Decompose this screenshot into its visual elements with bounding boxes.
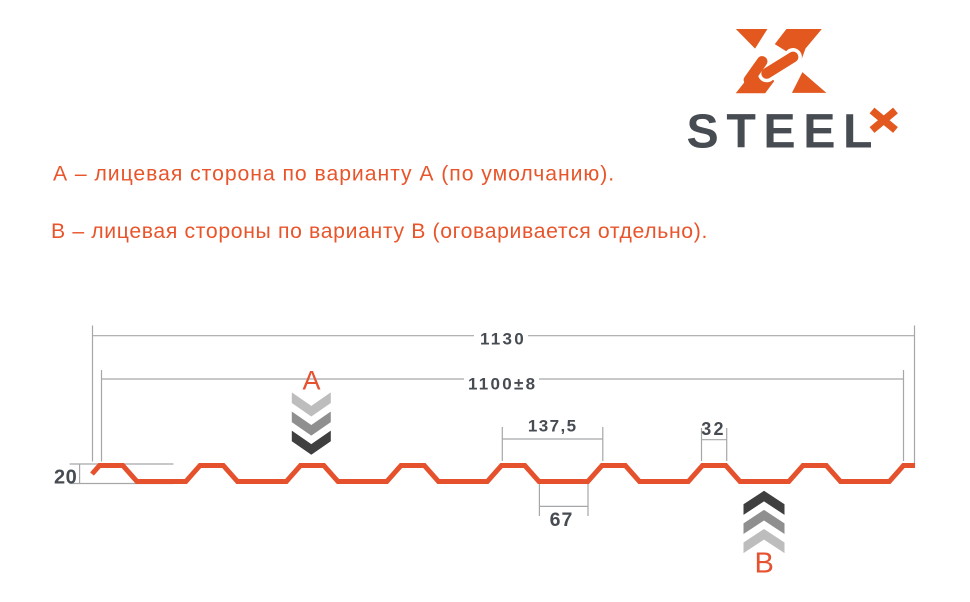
- svg-text:А: А: [302, 366, 320, 396]
- svg-text:В – лицевая стороны по вариант: В – лицевая стороны по варианту В (огова…: [51, 220, 708, 243]
- svg-text:STEEL: STEEL: [687, 105, 881, 159]
- svg-text:1130: 1130: [480, 330, 526, 349]
- svg-text:В: В: [755, 548, 774, 580]
- svg-text:67: 67: [550, 509, 574, 531]
- svg-text:А – лицевая сторона по вариант: А – лицевая сторона по варианту А (по ум…: [53, 163, 615, 186]
- svg-text:137,5: 137,5: [528, 417, 578, 436]
- svg-text:32: 32: [701, 419, 726, 439]
- svg-text:20: 20: [54, 466, 77, 488]
- svg-text:1100±8: 1100±8: [468, 375, 537, 394]
